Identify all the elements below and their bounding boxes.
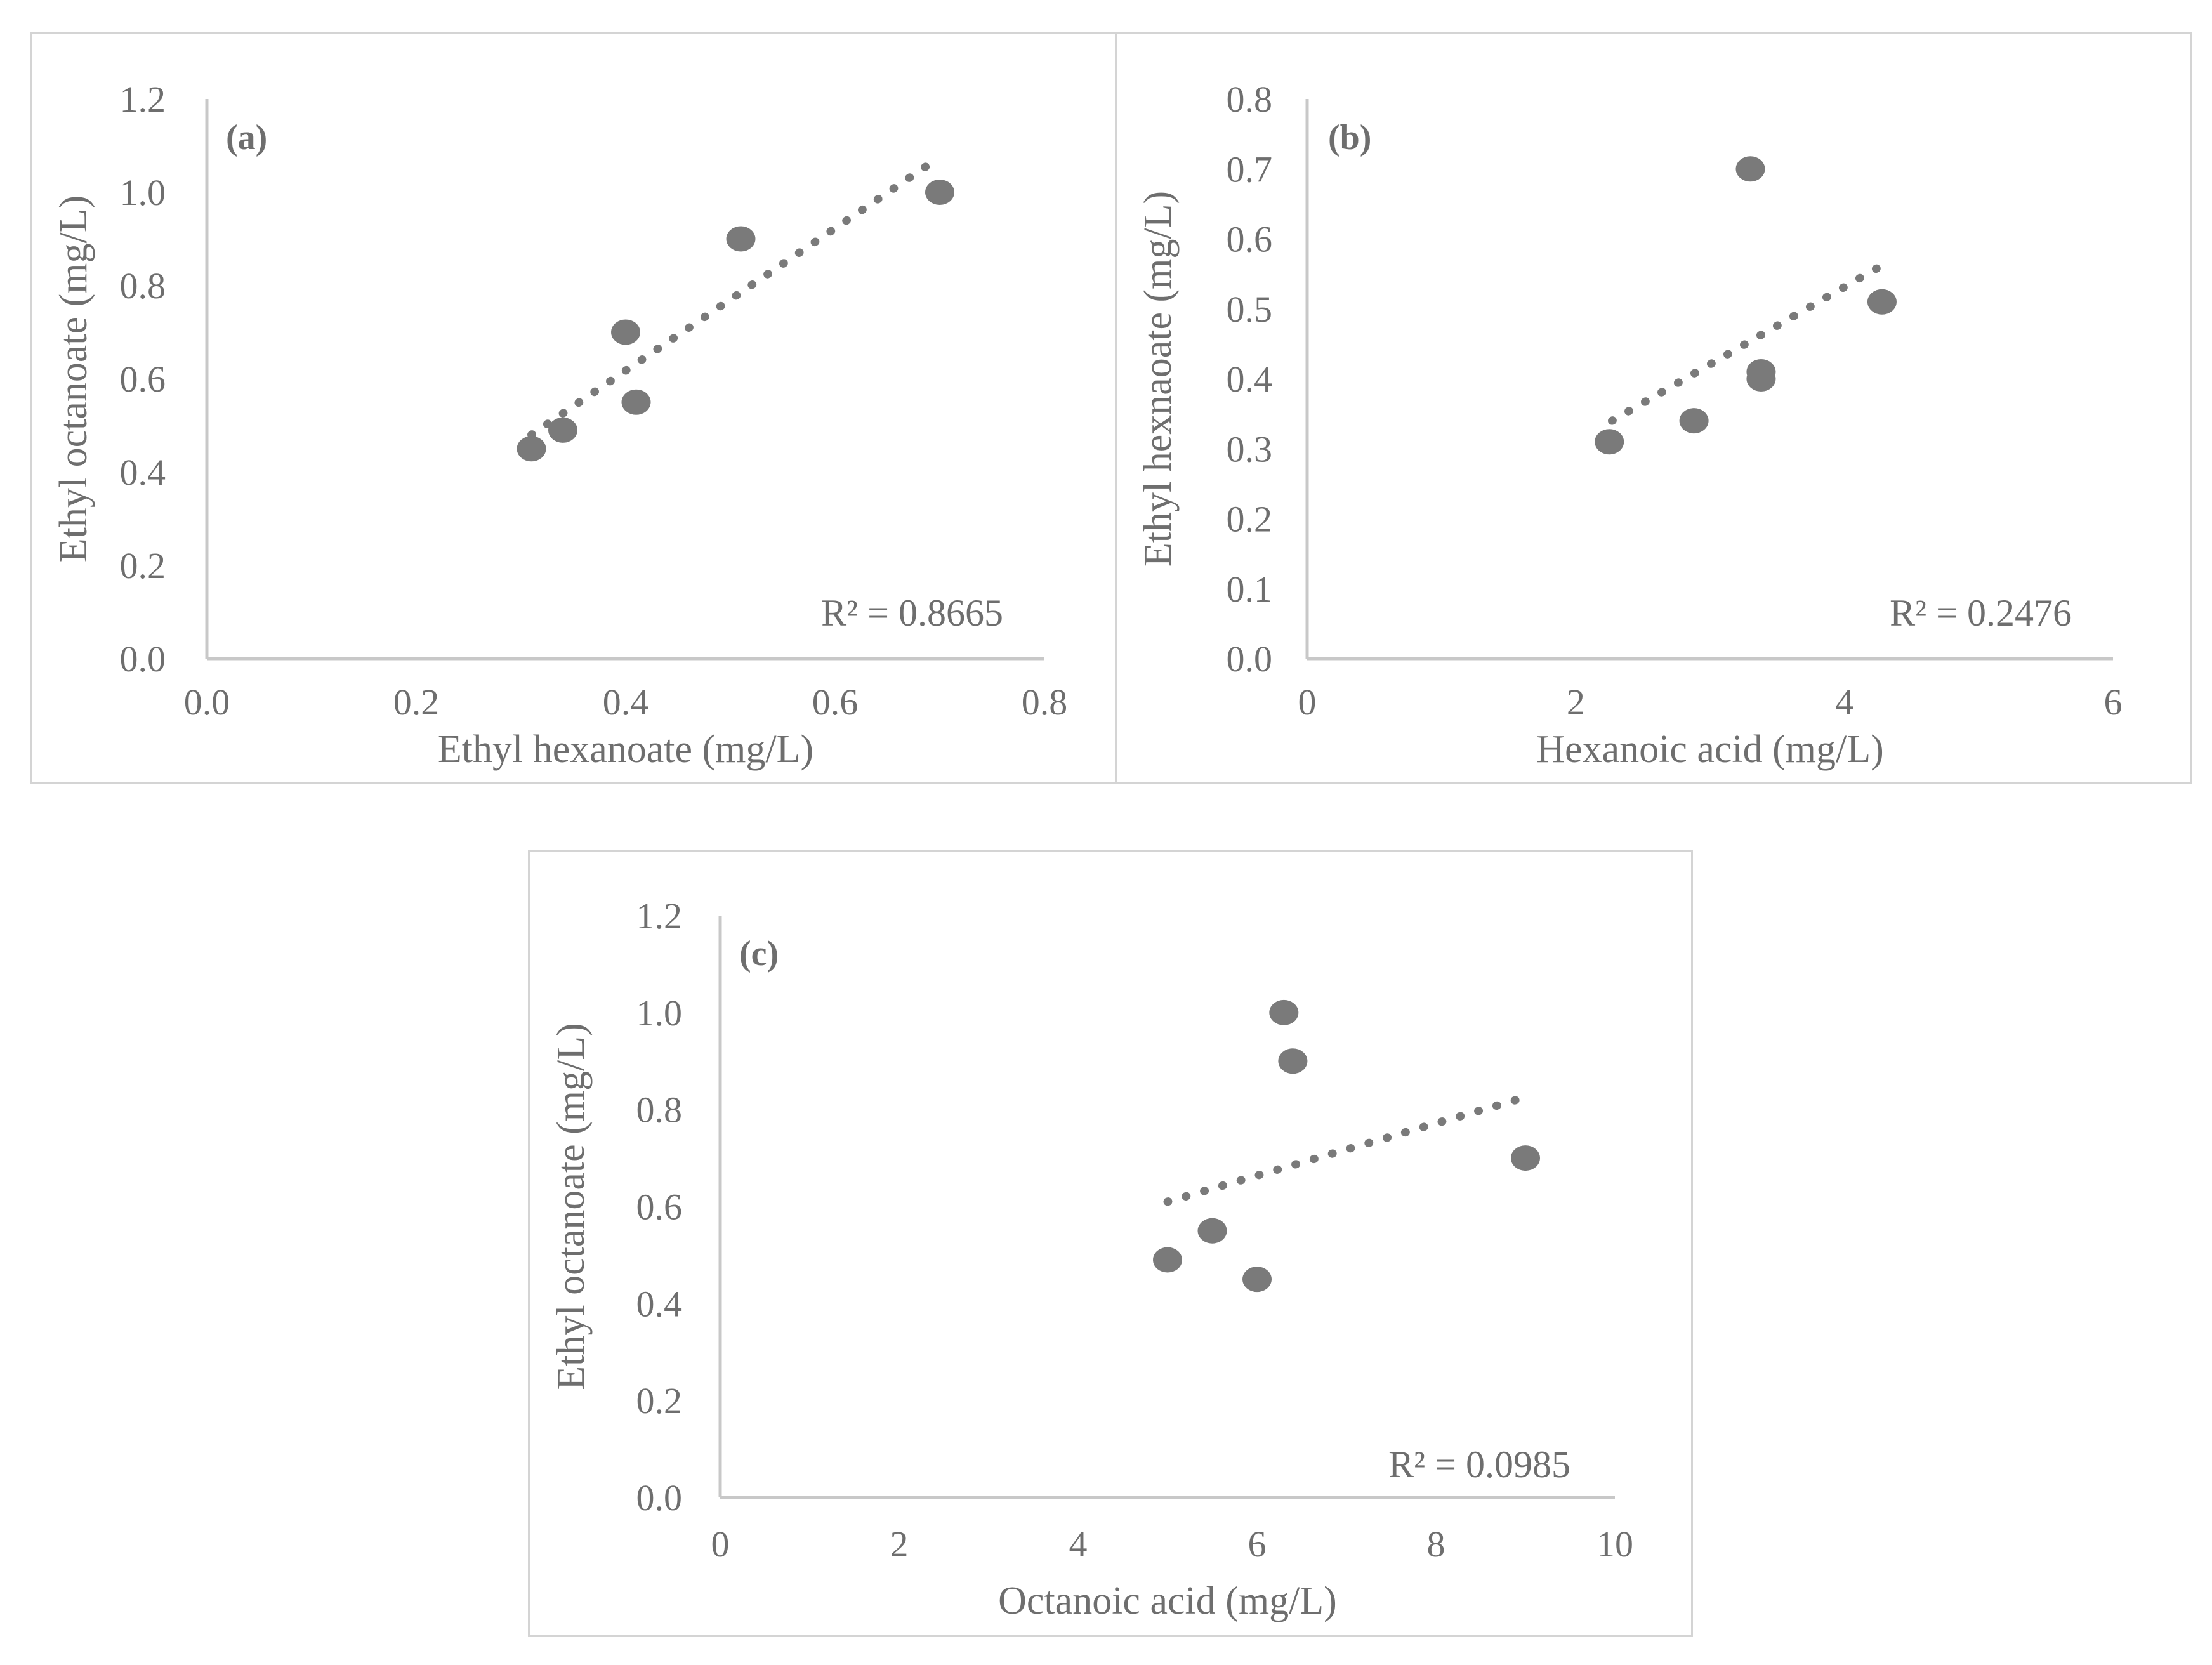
panel-label: (c) (739, 934, 779, 973)
x-tick-label: 0 (711, 1524, 730, 1565)
scatter-chart-c: 0 2 4 6 8 10 0.0 0.2 0.4 0.6 0.8 1.0 1.2 Octanoic aci… (550, 895, 1633, 1622)
data-point (1867, 289, 1897, 315)
y-tick-label: 0.8 (636, 1089, 683, 1131)
x-tick-label: 10 (1596, 1524, 1633, 1565)
y-tick-label: 0.8 (1227, 79, 1273, 120)
x-tick-label: 2 (1567, 681, 1585, 723)
data-point (1746, 366, 1776, 392)
y-axis-title: Ethyl octanoate (mg/L) (52, 195, 95, 562)
y-axis-title: Ethyl octanoate (mg/L) (550, 1023, 593, 1390)
y-tick-label: 0.4 (120, 452, 166, 493)
y-tick-label: 1.2 (636, 895, 683, 937)
x-tick-label: 4 (1835, 681, 1853, 723)
x-tick-label: 4 (1069, 1524, 1088, 1565)
chart-panel-b: 0 2 4 6 0.0 0.1 0.2 0.3 0.4 0.5 0.6 0.7 0.8 Hexanoic … (1115, 32, 2192, 784)
data-point (1278, 1048, 1308, 1074)
y-tick-label: 0.0 (1227, 638, 1273, 680)
y-tick-label: 0.0 (636, 1477, 683, 1518)
x-tick-label: 0.2 (393, 681, 440, 723)
x-axis-title: Ethyl hexanoate (mg/L) (438, 728, 813, 771)
x-tick-label: 8 (1427, 1524, 1445, 1565)
y-tick-label: 1.0 (636, 992, 683, 1034)
y-tick-label: 0.4 (1227, 359, 1273, 400)
panel-label: (a) (226, 118, 267, 157)
data-point (925, 180, 954, 205)
x-tick-label: 0 (1298, 681, 1317, 723)
data-point (1153, 1247, 1182, 1273)
data-point (1197, 1218, 1227, 1244)
y-tick-label: 0.3 (1227, 428, 1273, 470)
y-tick-label: 0.1 (1227, 569, 1273, 610)
x-axis-title: Octanoic acid (mg/L) (998, 1579, 1337, 1622)
y-tick-label: 1.0 (120, 172, 166, 213)
y-tick-label: 0.2 (1227, 499, 1273, 540)
y-tick-label: 0.4 (636, 1283, 683, 1324)
scatter-chart-b: 0 2 4 6 0.0 0.1 0.2 0.3 0.4 0.5 0.6 0.7 0.8 Hexanoic … (1136, 79, 2123, 771)
r-squared-label: R² = 0.8665 (821, 592, 1003, 634)
x-tick-label: 2 (890, 1524, 909, 1565)
y-tick-label: 0.6 (1227, 219, 1273, 260)
data-point (621, 389, 651, 415)
y-tick-label: 0.5 (1227, 289, 1273, 330)
x-axis-title: Hexanoic acid (mg/L) (1536, 728, 1883, 771)
y-tick-label: 1.2 (120, 79, 166, 120)
y-axis-title: Ethyl hexnaoate (mg/L) (1136, 191, 1180, 567)
data-point (1511, 1145, 1540, 1171)
r-squared-label: R² = 0.2476 (1890, 592, 2072, 634)
y-tick-label: 0.6 (636, 1187, 683, 1228)
trendline (1163, 1095, 1521, 1206)
data-point (726, 226, 756, 252)
y-tick-label: 0.8 (120, 265, 166, 306)
data-point (1269, 999, 1299, 1025)
trendline (527, 160, 933, 439)
x-tick-label: 0.0 (184, 681, 230, 723)
x-tick-label: 6 (2104, 681, 2123, 723)
data-point (1595, 429, 1624, 455)
x-tick-label: 6 (1248, 1524, 1267, 1565)
y-tick-label: 0.2 (636, 1380, 683, 1421)
data-point (1735, 156, 1765, 182)
panel-label: (b) (1328, 118, 1371, 157)
chart-panel-a: 0.0 0.2 0.4 0.6 0.8 0.0 0.2 0.4 0.6 0.8 1.0 1.2 Ethy… (30, 32, 1117, 784)
x-tick-label: 0.4 (603, 681, 649, 723)
data-point (548, 417, 577, 443)
data-point (611, 319, 640, 345)
data-point (517, 436, 546, 462)
data-point (1242, 1267, 1272, 1293)
r-squared-label: R² = 0.0985 (1388, 1444, 1570, 1485)
trendline (1607, 263, 1884, 425)
y-tick-label: 0.0 (120, 638, 166, 680)
x-tick-label: 0.6 (812, 681, 859, 723)
chart-panel-c: 0 2 4 6 8 10 0.0 0.2 0.4 0.6 0.8 1.0 1.2 Octanoic aci… (528, 850, 1693, 1637)
y-tick-label: 0.7 (1227, 148, 1273, 190)
x-tick-label: 0.8 (1022, 681, 1068, 723)
y-tick-label: 0.6 (120, 359, 166, 400)
data-point (1679, 408, 1709, 434)
scatter-chart-a: 0.0 0.2 0.4 0.6 0.8 0.0 0.2 0.4 0.6 0.8 1.0 1.2 Ethy… (52, 79, 1068, 771)
y-tick-label: 0.2 (120, 545, 166, 586)
